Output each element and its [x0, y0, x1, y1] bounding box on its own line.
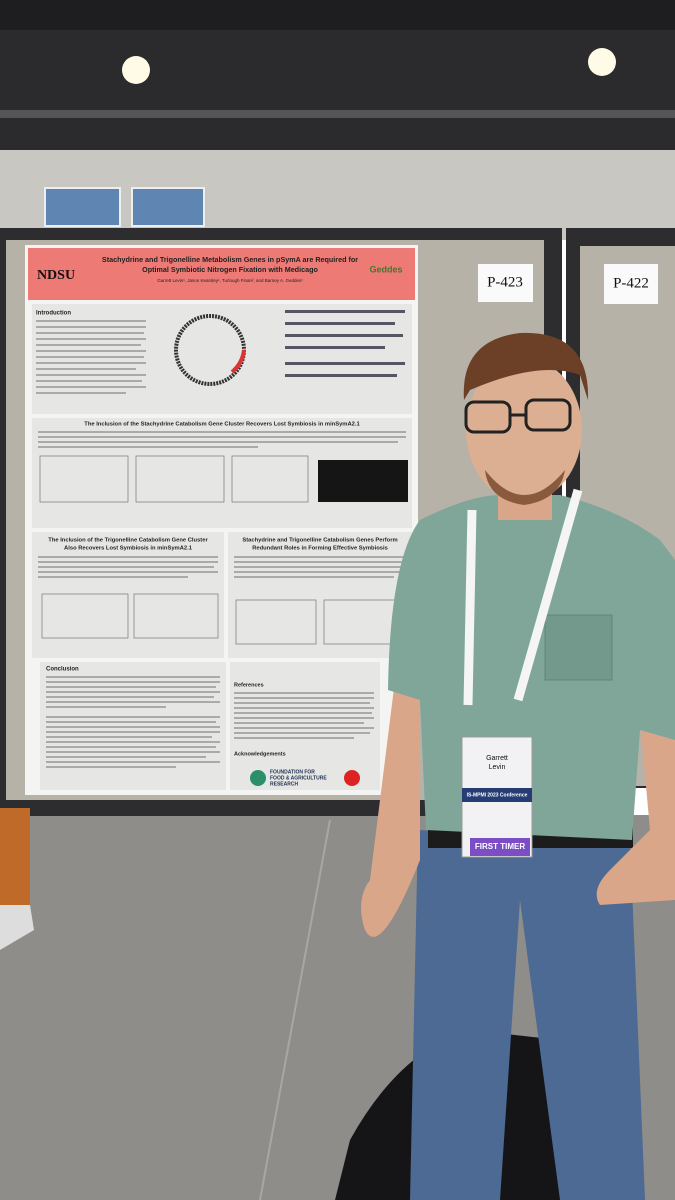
funder-name: FOUNDATION FOR	[270, 769, 315, 775]
ceiling-truss	[0, 0, 675, 30]
section-heading: Redundant Roles in Forming Effective Sym…	[252, 546, 388, 552]
poster-title: Optimal Symbiotic Nitrogen Fixation with…	[142, 265, 318, 274]
poster-header	[28, 248, 415, 300]
plasmid-highlight	[230, 349, 246, 374]
text-block	[36, 320, 146, 394]
shirt-pocket	[544, 614, 613, 681]
section-heading: The Inclusion of the Stachydrine Catabol…	[84, 422, 360, 428]
hair	[463, 332, 589, 400]
section-heading: Acknowledgements	[234, 751, 286, 757]
ceiling-light	[122, 56, 150, 84]
text-block	[38, 556, 218, 578]
window	[131, 187, 205, 227]
glasses	[464, 398, 572, 434]
board-sign	[604, 264, 658, 304]
section-heading: The Inclusion of the Trigonelline Catabo…	[48, 538, 208, 544]
badge-band	[462, 788, 532, 802]
board-number: P-423	[487, 274, 523, 290]
badge-first-name: Garrett	[486, 755, 508, 762]
badge-ribbon-text: FIRST TIMER	[475, 842, 525, 851]
badge-conference: IS-MPMI 2023 Conference	[467, 792, 528, 798]
text-block	[46, 676, 220, 768]
badge-ribbon	[470, 838, 530, 856]
floor-seam	[259, 819, 331, 1200]
gene-diagram	[285, 310, 405, 377]
sponsor-logo	[344, 770, 360, 786]
text-block	[38, 431, 406, 448]
plant-photo	[318, 460, 408, 502]
lanyard	[463, 488, 583, 706]
bystander-leg	[0, 808, 30, 906]
section-box	[228, 532, 412, 658]
jeans	[410, 830, 645, 1200]
board-number: P-422	[613, 275, 649, 291]
ndsu-logo: NDSU	[37, 268, 75, 283]
beard	[485, 470, 565, 505]
funder-logo	[250, 770, 266, 786]
poster-authors: Garrett Levin¹, Jason Kearsley¹, Turloug…	[157, 278, 303, 283]
board-sign	[478, 264, 533, 302]
dot-plots	[39, 455, 309, 503]
ceiling-light	[588, 48, 616, 76]
section-box	[230, 662, 380, 790]
section-heading: References	[234, 682, 264, 688]
section-heading: Introduction	[36, 311, 71, 317]
funder-name: RESEARCH	[270, 781, 298, 787]
window	[44, 187, 121, 227]
poster-title: Stachydrine and Trigonelline Metabolism …	[102, 255, 358, 264]
section-heading: Conclusion	[46, 667, 79, 673]
text-block	[234, 692, 374, 739]
section-heading: Also Recovers Lost Symbiosis in minSymA2…	[64, 546, 193, 552]
text-block	[234, 556, 406, 578]
left-arm	[361, 660, 420, 937]
dot-plots	[41, 593, 219, 639]
right-arm	[596, 720, 675, 905]
duct	[0, 110, 675, 118]
lab-logo: Geddes	[369, 264, 402, 274]
section-heading: Stachydrine and Trigonelline Catabolism …	[242, 538, 397, 544]
bystander-shoe	[0, 905, 34, 950]
badge-last-name: Levin	[489, 764, 506, 771]
funder-name: FOOD & AGRICULTURE	[270, 775, 327, 781]
face	[466, 358, 582, 502]
